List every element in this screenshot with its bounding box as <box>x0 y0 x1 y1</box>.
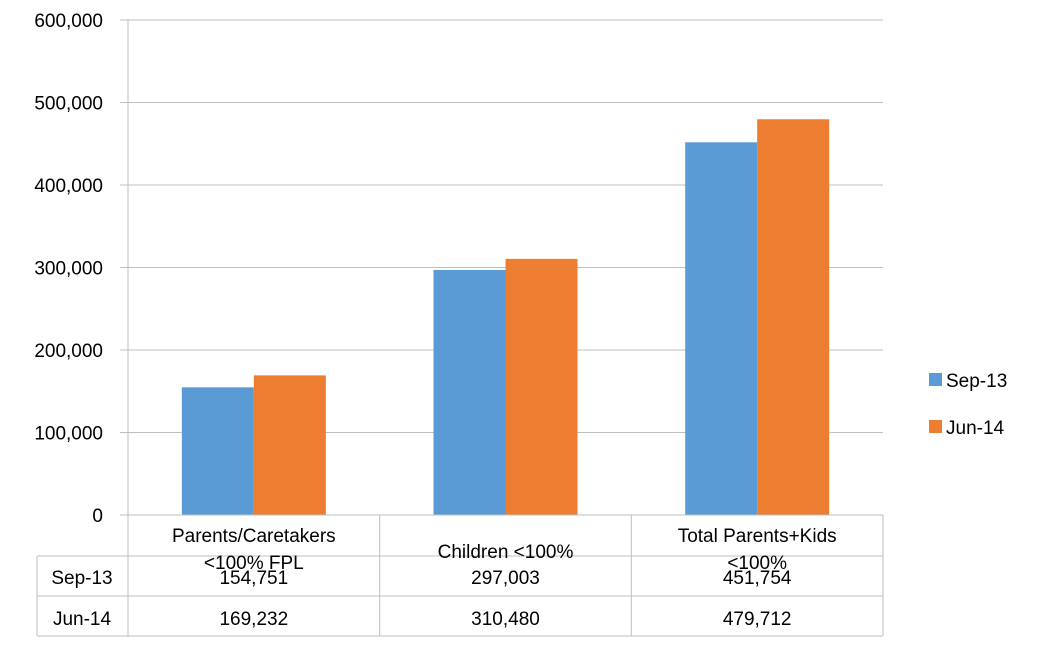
table-series-label: Sep-13 <box>51 568 112 589</box>
bar <box>505 258 578 515</box>
bar <box>253 375 326 515</box>
legend-swatch <box>929 420 942 433</box>
legend-swatch <box>929 373 942 386</box>
table-value: 451,754 <box>723 568 792 589</box>
table-value: 154,751 <box>219 568 288 589</box>
y-tick-label: 400,000 <box>34 176 103 197</box>
category-label: Parents/Caretakers <box>172 526 336 547</box>
table-value: 169,232 <box>219 609 288 630</box>
table-series-label: Jun-14 <box>53 609 112 630</box>
y-tick-label: 0 <box>92 506 103 527</box>
table-value: 297,003 <box>471 568 540 589</box>
bar <box>433 269 506 515</box>
y-tick-label: 200,000 <box>34 341 103 362</box>
table-value: 479,712 <box>723 609 792 630</box>
y-tick-label: 500,000 <box>34 94 103 115</box>
category-label: <100% <box>727 553 787 574</box>
legend-label: Jun-14 <box>946 418 1005 439</box>
table-value: 310,480 <box>471 609 540 630</box>
y-tick-label: 300,000 <box>34 259 103 280</box>
y-tick-label: 100,000 <box>34 424 103 445</box>
legend-label: Sep-13 <box>946 371 1007 392</box>
y-tick-label: 600,000 <box>34 11 103 32</box>
bar <box>181 387 254 515</box>
category-label: Total Parents+Kids <box>678 526 837 547</box>
bar <box>757 119 830 515</box>
category-label: <100% FPL <box>204 553 304 574</box>
category-label: Children <100% <box>438 542 574 563</box>
bar <box>685 142 758 515</box>
